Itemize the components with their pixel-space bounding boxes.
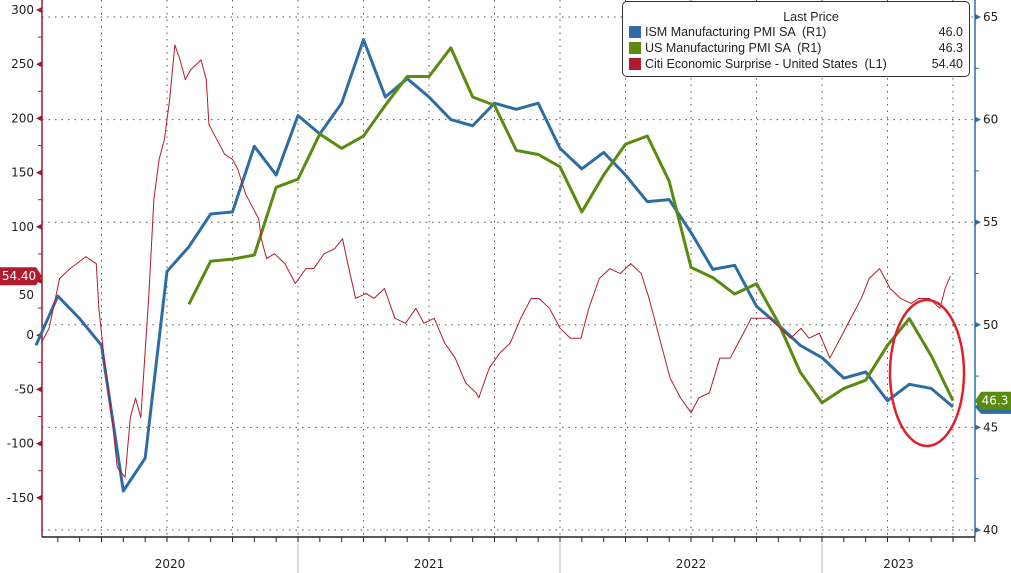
left-tick-mark: [36, 61, 42, 68]
right-tick-mark: [975, 219, 981, 226]
left-tick-mark: [36, 386, 42, 393]
right-tick-mark: [975, 14, 981, 20]
right-tick-mark: [975, 321, 981, 328]
left-tick-label: 100: [11, 220, 34, 234]
left-tick-label: 200: [11, 111, 34, 125]
legend-swatch: [629, 42, 641, 54]
left-last-value-label: 54.40: [2, 269, 36, 283]
legend-entry-ism: ISM Manufacturing PMI SA (R1) 46.0: [623, 24, 969, 40]
legend-last-value: 46.0: [938, 25, 963, 39]
right-tick-label: 45: [983, 420, 998, 434]
series-line-us-pmi: [187, 46, 955, 405]
legend: Last Price ISM Manufacturing PMI SA (R1)…: [622, 1, 970, 77]
right-tick-label: 65: [983, 10, 998, 24]
left-tick-mark: [36, 7, 42, 13]
legend-swatch: [629, 26, 641, 38]
left-last-value-tag: [0, 267, 42, 286]
left-tick-label: -150: [7, 491, 34, 505]
legend-last-value: 54.40: [931, 57, 963, 71]
left-tick-mark: [36, 440, 42, 447]
left-tick-label: -50: [14, 382, 34, 396]
left-tick-label: -100: [7, 437, 34, 451]
legend-entry-us-pmi: US Manufacturing PMI SA (R1) 46.3: [623, 40, 969, 56]
x-year-label: 2022: [676, 557, 707, 571]
gridlines: [42, 0, 975, 537]
annotation-ellipse: [888, 298, 966, 448]
x-year-label: 2023: [883, 557, 914, 571]
left-tick-mark: [36, 494, 42, 501]
left-tick-label: 0: [26, 328, 34, 342]
left-tick-label: 150: [11, 166, 34, 180]
left-tick-mark: [36, 223, 42, 230]
legend-label: Citi Economic Surprise - United States (…: [645, 57, 887, 71]
x-year-label: 2020: [155, 557, 186, 571]
right-last-value-tag: [975, 391, 1011, 410]
right-tick-label: 60: [983, 113, 998, 127]
right-tick-mark: [975, 527, 981, 533]
left-tick-label: 300: [11, 3, 34, 17]
right-tick-mark: [975, 424, 981, 431]
legend-title: Last Price: [783, 10, 839, 24]
left-tick-label: 50: [19, 288, 34, 302]
series-lines: [34, 38, 955, 493]
left-tick-mark: [36, 169, 42, 176]
legend-last-value: 46.3: [938, 41, 963, 55]
right-last-value-label: 46.3: [982, 394, 1009, 408]
left-tick-label: 250: [11, 57, 34, 71]
right-tick-label: 55: [983, 215, 998, 229]
right-tick-label: 50: [983, 318, 998, 332]
legend-label: ISM Manufacturing PMI SA (R1): [645, 25, 827, 39]
legend-swatch: [629, 58, 641, 70]
left-tick-mark: [36, 115, 42, 122]
last-value-tags: 54.40 46.3: [0, 267, 1011, 414]
legend-label: US Manufacturing PMI SA (R1): [645, 41, 822, 55]
left-tick-mark: [36, 278, 42, 284]
axes: 300 250 200 150 100 50 0 -50 -100 -150 65 60 55 50 45 4…: [7, 0, 998, 573]
legend-entry-citi: Citi Economic Surprise - United States (…: [623, 56, 969, 72]
x-year-label: 2021: [414, 557, 445, 571]
right-tick-label: 40: [983, 523, 998, 537]
right-tick-mark: [975, 116, 981, 123]
